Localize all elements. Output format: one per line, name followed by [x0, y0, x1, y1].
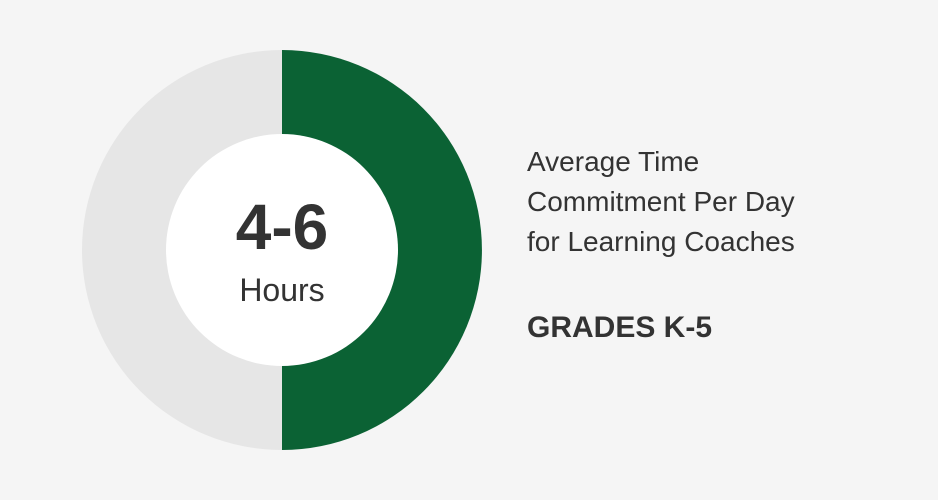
- description-line: Commitment Per Day: [527, 186, 795, 217]
- hours-value: 4-6: [235, 191, 329, 263]
- donut-center: [166, 134, 398, 366]
- grade-label: GRADES K-5: [527, 311, 713, 344]
- description-line: Average Time: [527, 146, 700, 177]
- description: Average Time Commitment Per Day for Lear…: [527, 142, 795, 262]
- hours-unit: Hours: [239, 272, 325, 308]
- description-line: for Learning Coaches: [527, 226, 795, 257]
- donut-chart: [82, 50, 482, 450]
